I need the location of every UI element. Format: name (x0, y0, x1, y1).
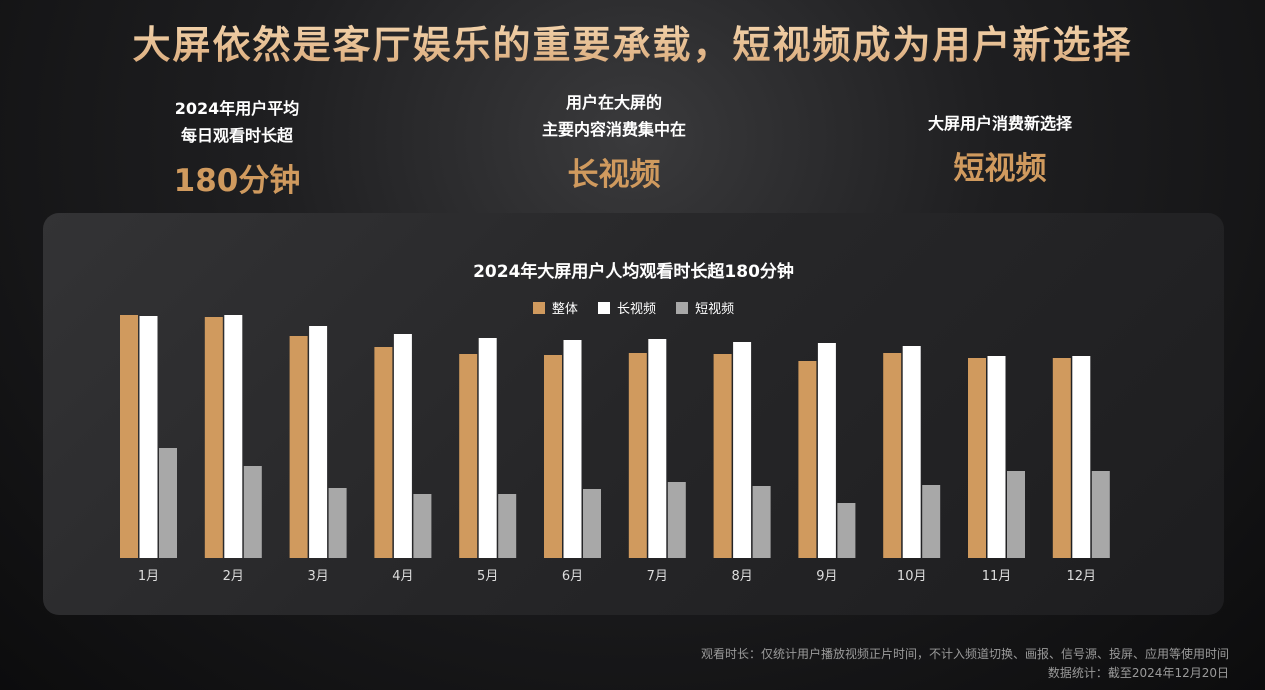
bar-short-video (1091, 471, 1110, 558)
bar-long-video (648, 339, 667, 558)
chart-legend: 整体 长视频 短视频 (43, 298, 1224, 317)
bar-overall (1052, 358, 1071, 558)
x-tick-label: 5月 (477, 569, 498, 584)
x-tick-label: 6月 (562, 569, 583, 584)
bar-long-video (478, 338, 497, 558)
chart-panel: 2024年大屏用户人均观看时长超180分钟 整体 长视频 短视频 1月 2月 3月 4… (43, 213, 1224, 615)
bar-overall (883, 353, 902, 558)
bar-short-video (667, 482, 686, 558)
legend-swatch (676, 302, 689, 314)
bar-long-video (393, 334, 412, 558)
x-tick-label: 8月 (731, 569, 752, 584)
bar-overall (544, 355, 562, 558)
bar-short-video (413, 494, 432, 558)
bar-overall (204, 317, 223, 558)
stat-new-choice: 大屏用户消费新选择 短视频 (835, 110, 1165, 188)
bar-long-video (1072, 356, 1091, 558)
legend-swatch (597, 302, 610, 314)
stat-label-line2: 每日观看时长超 (180, 126, 293, 145)
bar-short-video (498, 494, 517, 558)
x-tick-label: 1月 (138, 569, 159, 584)
footnote-line1: 观看时长：仅统计用户播放视频正片时间，不计入频道切换、画报、信号源、投屏、应用等… (700, 647, 1229, 661)
bar-short-video (837, 503, 856, 558)
bar-short-video (328, 488, 347, 558)
bar-overall (374, 347, 393, 558)
x-tick-label: 10月 (897, 569, 927, 584)
bar-overall (713, 354, 732, 558)
x-tick-label: 11月 (982, 569, 1012, 584)
page-title: 大屏依然是客厅娱乐的重要承载，短视频成为用户新选择 (0, 14, 1265, 69)
bar-long-video (224, 315, 243, 558)
bar-long-video (563, 340, 582, 558)
legend-item-overall: 整体 (532, 298, 578, 317)
stat-label-line1: 大屏用户消费新选择 (927, 114, 1072, 133)
bar-overall (289, 336, 308, 558)
x-tick-label: 4月 (392, 569, 413, 584)
bar-long-video (902, 346, 921, 558)
legend-item-long-video: 长视频 (597, 298, 656, 317)
bar-long-video (733, 342, 752, 558)
x-tick-label: 2月 (223, 569, 244, 584)
bar-short-video (752, 486, 771, 558)
bar-long-video (139, 316, 158, 558)
stat-label-line1: 用户在大屏的 (565, 93, 662, 112)
bar-overall (120, 315, 138, 558)
bar-overall (798, 361, 817, 558)
footnote-line2: 数据统计：截至2024年12月20日 (1047, 666, 1229, 680)
stat-value: 短视频 (953, 151, 1047, 187)
footnote: 观看时长：仅统计用户播放视频正片时间，不计入频道切换、画报、信号源、投屏、应用等… (701, 645, 1229, 683)
bar-long-video (987, 356, 1006, 558)
stat-value: 长视频 (567, 157, 661, 193)
bar-short-video (243, 466, 262, 558)
bar-chart: 1月 2月 3月 4月 5月 6月 7月 8月 9月 10月 11月 12月 (120, 315, 1110, 584)
x-tick-label: 12月 (1067, 569, 1097, 584)
bar-long-video (817, 343, 836, 558)
chart-title: 2024年大屏用户人均观看时长超180分钟 (473, 262, 794, 282)
legend-label: 长视频 (616, 302, 656, 317)
stat-label-line2: 主要内容消费集中在 (541, 120, 686, 139)
bar-short-video (1007, 471, 1025, 558)
legend-label: 整体 (551, 302, 578, 317)
legend-item-short-video: 短视频 (676, 298, 734, 317)
x-tick-label: 9月 (816, 569, 837, 584)
bar-short-video (159, 448, 177, 558)
x-tick-label: 7月 (647, 569, 668, 584)
legend-swatch (532, 302, 545, 314)
stat-main-content: 用户在大屏的 主要内容消费集中在 长视频 (449, 89, 779, 194)
bar-overall (459, 354, 478, 558)
bar-overall (628, 353, 647, 558)
legend-label: 短视频 (695, 302, 735, 317)
x-tick-label: 3月 (307, 569, 328, 584)
bar-long-video (309, 326, 328, 558)
bar-short-video (583, 489, 601, 558)
stat-value: 180分钟 (173, 163, 301, 199)
bar-overall (968, 358, 986, 558)
bar-short-video (922, 485, 941, 558)
stat-label-line1: 2024年用户平均 (174, 99, 300, 118)
stat-daily-watch-time: 2024年用户平均 每日观看时长超 180分钟 (72, 95, 402, 200)
